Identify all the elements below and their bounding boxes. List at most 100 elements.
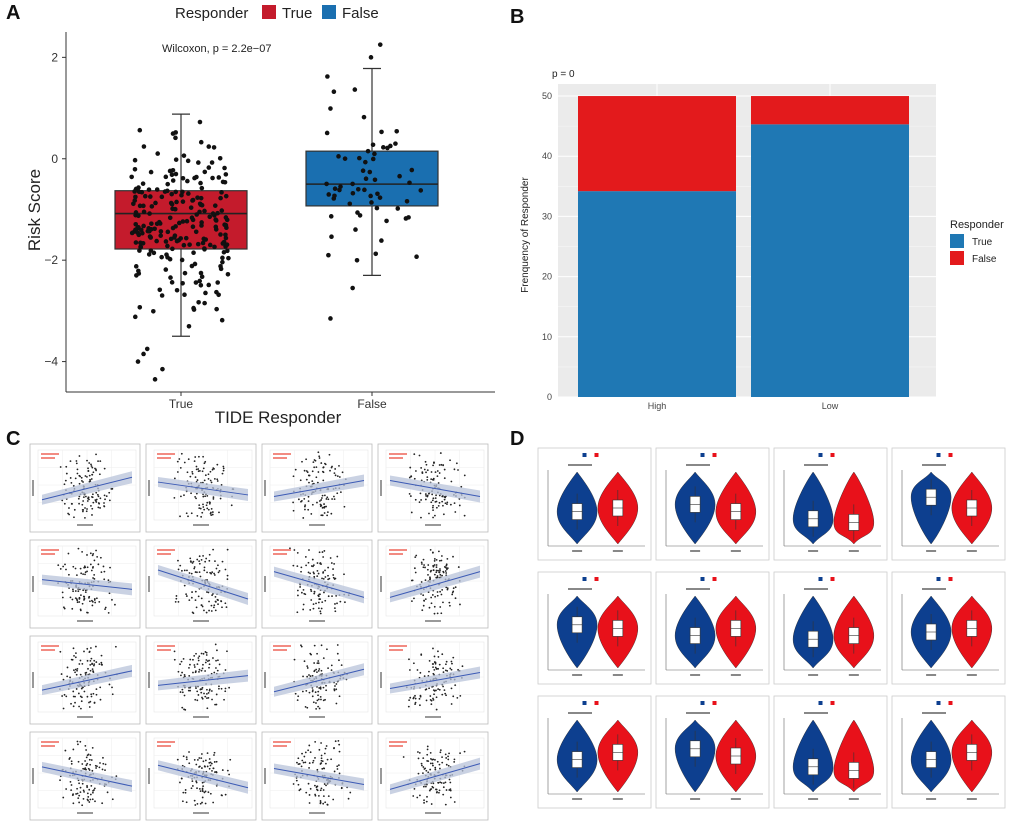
chart-a-point	[332, 193, 337, 199]
chart-c-point	[434, 758, 436, 761]
chart-c-point	[184, 791, 187, 794]
chart-c-point	[435, 569, 438, 572]
chart-c-point	[222, 467, 225, 470]
chart-c-point	[418, 697, 421, 700]
chart-c-subplot	[145, 731, 257, 821]
chart-c-point	[419, 704, 421, 707]
chart-c-point	[59, 650, 62, 653]
chart-d-legend-low	[700, 701, 705, 705]
chart-c-point	[100, 663, 103, 666]
chart-c-point	[96, 765, 98, 768]
chart-c-point	[215, 771, 218, 774]
chart-c-stat-text	[273, 745, 287, 747]
chart-c-point	[312, 565, 314, 568]
chart-c-point	[80, 707, 82, 710]
chart-c-point	[66, 675, 69, 678]
chart-c-point	[95, 453, 97, 456]
chart-c-point	[434, 666, 437, 669]
chart-c-point	[324, 599, 327, 602]
chart-c-ylabel-mark	[264, 768, 266, 784]
chart-c-stat-text	[41, 549, 59, 551]
chart-c-point	[436, 475, 439, 478]
chart-c-point	[324, 801, 327, 804]
chart-c-point	[459, 694, 462, 697]
chart-c-point	[440, 559, 443, 562]
chart-c-point	[198, 560, 201, 563]
chart-c-point	[72, 588, 74, 591]
chart-a-point	[352, 87, 358, 92]
chart-a-point	[219, 317, 225, 323]
chart-c-regression-line	[157, 675, 249, 686]
chart-c-point	[208, 767, 211, 770]
chart-a-point	[342, 156, 348, 161]
chart-b-xtick-label: Low	[822, 401, 839, 411]
chart-c-point	[84, 507, 86, 509]
chart-a-point	[332, 186, 338, 192]
chart-c-point	[220, 687, 223, 690]
chart-c-point	[88, 769, 91, 771]
chart-c-point	[320, 754, 323, 757]
chart-c-point	[433, 668, 436, 671]
chart-c-point	[316, 671, 318, 674]
chart-c-point	[327, 795, 330, 798]
chart-c-point	[434, 497, 437, 500]
chart-c-point	[292, 783, 295, 785]
chart-c-point	[182, 657, 185, 660]
chart-c-point	[336, 652, 339, 655]
chart-c-point	[224, 690, 227, 693]
chart-c-regression-line	[389, 571, 481, 598]
chart-c-point	[436, 612, 439, 615]
chart-c-point	[296, 699, 299, 702]
chart-c-point	[199, 507, 202, 510]
chart-a-point	[203, 237, 209, 242]
chart-c-point	[323, 783, 326, 785]
chart-d-xtick-label	[848, 798, 859, 800]
chart-a-point	[173, 189, 179, 195]
chart-c-point	[331, 498, 333, 500]
chart-a-point	[213, 217, 218, 222]
chart-c-point	[80, 476, 83, 479]
chart-a-point	[203, 290, 208, 296]
chart-c-point	[224, 687, 227, 690]
chart-c-point	[85, 768, 87, 771]
chart-c-point	[434, 595, 437, 598]
chart-c-point	[63, 483, 66, 486]
chart-c-point	[92, 789, 94, 792]
chart-c-point	[193, 799, 196, 802]
chart-a-point	[181, 242, 187, 248]
chart-a-ylabel: Risk Score	[25, 169, 44, 251]
chart-c-point	[413, 787, 416, 790]
chart-d-xtick-label	[808, 798, 819, 800]
chart-c-point	[426, 753, 429, 756]
chart-c-point	[205, 654, 208, 656]
chart-c-point	[70, 789, 73, 792]
chart-c-point	[423, 599, 425, 602]
chart-a-point	[132, 314, 138, 320]
chart-c-point	[457, 566, 460, 568]
chart-c-point	[80, 479, 83, 482]
chart-c-point	[304, 505, 306, 508]
chart-c-point	[402, 756, 405, 758]
chart-c-ylabel-mark	[148, 768, 150, 784]
chart-a-point	[218, 232, 223, 237]
chart-a-point	[180, 189, 185, 195]
chart-d-legend-low	[582, 577, 587, 581]
chart-c-point	[450, 480, 453, 483]
chart-c-regression-line	[41, 766, 133, 787]
chart-c-point	[310, 653, 312, 656]
chart-c-stat-text	[273, 553, 287, 555]
chart-c-point	[84, 591, 87, 594]
chart-c-point	[449, 503, 452, 506]
chart-c-point	[78, 597, 81, 600]
chart-c-point	[408, 658, 410, 661]
chart-c-point	[420, 499, 422, 501]
chart-d-subplot-frame	[773, 695, 888, 809]
chart-c-point	[453, 468, 456, 471]
chart-c-point	[81, 782, 84, 785]
chart-c-stat-text	[389, 453, 407, 455]
chart-a-point	[220, 255, 225, 261]
chart-c-point	[193, 664, 196, 666]
chart-a-point	[163, 174, 169, 180]
chart-c-stat-text	[157, 645, 175, 647]
chart-a-point	[149, 204, 155, 209]
